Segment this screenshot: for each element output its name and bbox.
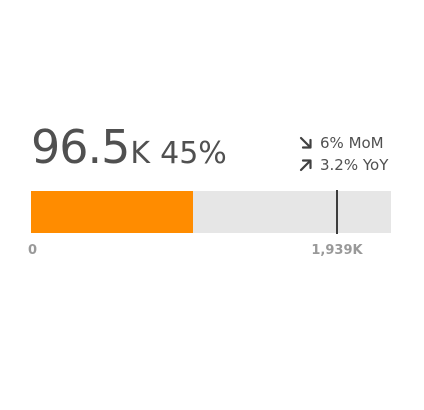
- change-row-mom: 6% MoM: [298, 132, 418, 154]
- target-marker: [336, 190, 338, 234]
- change-row-yoy: 3.2% YoY: [298, 154, 418, 176]
- change-label-yoy: 3.2% YoY: [320, 156, 389, 174]
- arrow-down-right-icon: [299, 136, 312, 149]
- change-indicators: 6% MoM 3.2% YoY: [298, 132, 418, 176]
- change-label-mom: 6% MoM: [320, 134, 384, 152]
- kpi-value: 96.5: [31, 120, 130, 174]
- kpi-headline: 96.5K 45%: [31, 124, 227, 170]
- progress-bar-fill: [31, 191, 193, 233]
- axis-target-label: 1,939K: [311, 243, 363, 258]
- kpi-unit: K: [130, 136, 151, 171]
- progress-bar-track: [31, 190, 391, 234]
- kpi-percent: 45%: [160, 136, 227, 171]
- axis-min-label: 0: [28, 243, 38, 258]
- arrow-up-right-icon: [299, 159, 312, 172]
